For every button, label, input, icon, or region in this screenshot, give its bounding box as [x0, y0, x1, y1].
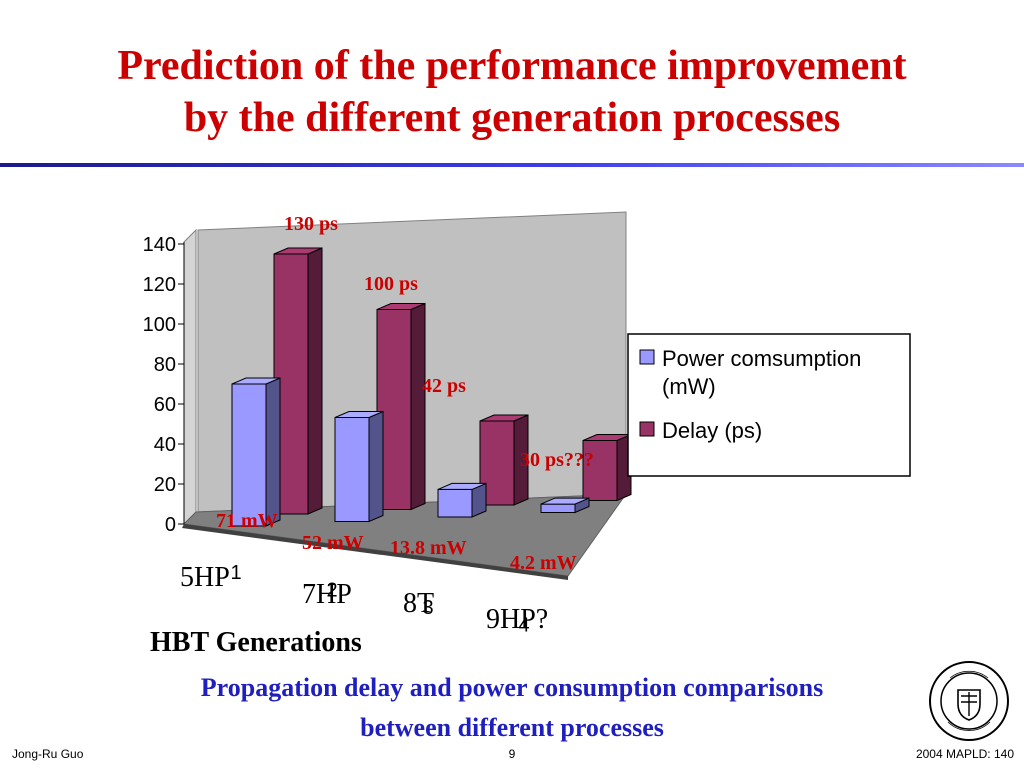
y-tick-label: 120	[143, 274, 176, 296]
bar-delay-3	[479, 414, 529, 506]
title-line-1: Prediction of the performance improvemen…	[117, 43, 907, 89]
y-tick-label: 140	[143, 234, 176, 256]
bar-top	[437, 482, 487, 490]
bar-top	[479, 414, 529, 422]
bar-front	[334, 417, 370, 522]
category-tick-4: 4	[518, 614, 529, 636]
bar-side	[307, 247, 323, 515]
bar-power-2	[334, 410, 384, 523]
footer-conference: 2004 MAPLD: 140	[915, 747, 1014, 761]
generation-label: 9HP?	[486, 604, 548, 635]
delay-value-label: 130 ps	[284, 213, 338, 235]
generation-label: 7HP	[302, 579, 352, 610]
category-tick-3: 3	[422, 597, 433, 619]
y-tick-label: 60	[154, 394, 176, 416]
y-axis: 0 20 40 60 80 100 120 140	[143, 234, 185, 536]
bar-top	[334, 411, 384, 418]
bar-power-3	[437, 482, 487, 518]
legend-box	[627, 333, 911, 477]
x-axis-title: HBT Generations	[150, 627, 362, 658]
bar-top	[231, 377, 281, 385]
chart-bars	[231, 247, 632, 527]
y-tick-label: 20	[154, 474, 176, 496]
y-tick-label: 100	[143, 314, 176, 336]
delay-value-label: 100 ps	[364, 273, 418, 295]
power-value-label: 71 mW	[216, 510, 278, 532]
rensselaer-seal-logo	[929, 661, 1009, 741]
legend-swatch-1	[639, 421, 655, 437]
bar-power-1	[231, 377, 281, 527]
legend-label-1: Delay (ps)	[662, 418, 762, 443]
chart-legend: Power comsumption (mW) Delay (ps)	[627, 333, 911, 477]
bar-side	[410, 302, 426, 511]
footer-page-number: 9	[508, 747, 516, 761]
legend-label-0: Power comsumption	[662, 346, 861, 371]
bar-delay-2	[376, 302, 426, 511]
delay-value-label: 42 ps	[422, 375, 466, 397]
bar-front	[540, 503, 576, 513]
title-line-2: by the different generation processes	[183, 95, 841, 141]
bar-delay-1	[273, 247, 323, 515]
footer-author: Jong-Ru Guo	[12, 747, 84, 761]
bar-top	[273, 247, 323, 255]
bar-front	[437, 488, 473, 518]
bar-side	[265, 377, 281, 527]
legend-swatch-0	[639, 349, 655, 365]
bar-front	[231, 383, 267, 527]
legend-label-0-line2: (mW)	[662, 374, 716, 399]
generation-label: 8T	[403, 588, 434, 619]
slide-title: Prediction of the performance improvemen…	[0, 40, 1024, 144]
title-divider	[0, 163, 1024, 167]
y-tick-label: 40	[154, 434, 176, 456]
power-value-label: 4.2 mW	[510, 552, 577, 574]
bar-side	[368, 410, 384, 523]
category-tick-2: 2	[326, 579, 337, 601]
caption-line-2: between different processes	[360, 713, 664, 742]
caption-line-1: Propagation delay and power consumption …	[200, 673, 824, 702]
side-wall	[183, 228, 197, 526]
power-value-label: 13.8 mW	[390, 537, 467, 559]
bar-delay-4	[582, 433, 632, 502]
category-ticks: 1 2 3 4	[230, 562, 529, 637]
bar-top	[540, 497, 590, 505]
y-tick-label: 0	[165, 514, 176, 536]
bar-power-4	[540, 497, 590, 514]
annotations: 130 ps 100 ps 42 ps 30 ps??? 71 mW 52 mW 13.8 …	[150, 213, 594, 658]
power-value-label: 52 mW	[302, 532, 364, 554]
delay-value-label: 30 ps???	[520, 449, 594, 471]
y-tick-label: 80	[154, 354, 176, 376]
generation-label: 5HP	[180, 562, 230, 593]
category-tick-1: 1	[230, 562, 241, 584]
bar-top	[376, 303, 426, 310]
floor-edge	[182, 524, 568, 580]
